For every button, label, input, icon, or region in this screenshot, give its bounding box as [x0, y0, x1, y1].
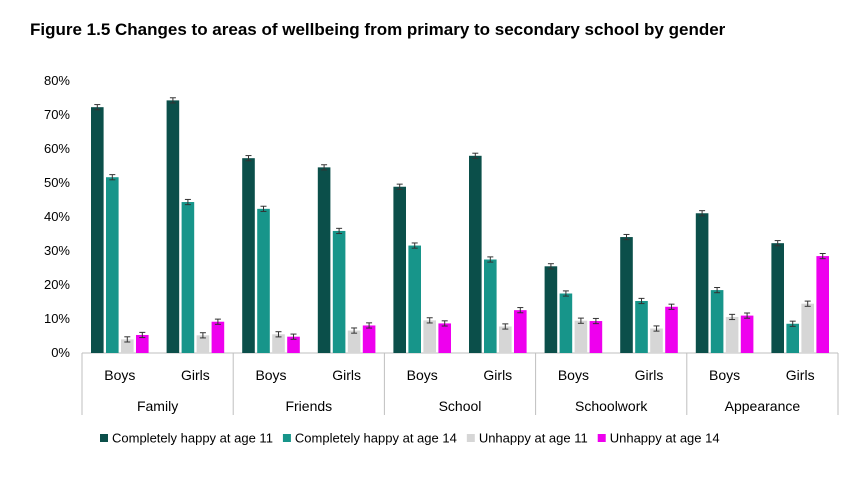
bar	[801, 303, 814, 353]
bar	[725, 316, 739, 353]
bar	[332, 230, 346, 353]
bar	[544, 266, 558, 353]
bar	[574, 320, 588, 353]
sub-category-label: Boys	[709, 367, 740, 383]
bar	[408, 245, 421, 353]
y-tick-label: 0%	[51, 345, 70, 360]
bar	[91, 107, 104, 354]
sub-category-label: Girls	[635, 367, 664, 383]
bar	[272, 334, 285, 353]
bar	[393, 186, 406, 353]
legend-label: Unhappy at age 11	[479, 431, 588, 446]
group-label: Friends	[285, 398, 332, 414]
bar	[695, 213, 709, 353]
bar	[589, 321, 603, 353]
group-label: Family	[137, 398, 178, 414]
bar	[106, 177, 119, 353]
bar	[635, 300, 648, 353]
sub-category-label: Girls	[786, 367, 815, 383]
bar	[499, 326, 512, 353]
bar	[257, 208, 270, 353]
sub-category-label: Boys	[255, 367, 286, 383]
sub-category-label: Girls	[483, 367, 512, 383]
bar	[242, 158, 255, 353]
bar	[710, 290, 724, 353]
bar	[362, 325, 376, 353]
legend-swatch	[282, 434, 291, 442]
group-label: Schoolwork	[575, 398, 648, 414]
sub-category-label: Girls	[332, 367, 361, 383]
y-tick-label: 80%	[44, 73, 70, 88]
bar	[484, 259, 497, 353]
legend-label: Unhappy at age 14	[610, 431, 720, 446]
bar	[121, 339, 134, 353]
bar	[559, 293, 573, 353]
sub-category-label: Boys	[104, 367, 135, 383]
bar	[620, 237, 633, 353]
bar	[166, 100, 180, 353]
bar	[469, 155, 482, 353]
y-tick-label: 40%	[44, 209, 70, 224]
legend-swatch	[100, 434, 108, 442]
sub-category-label: Boys	[558, 367, 589, 383]
legend-label: Completely happy at age 14	[295, 431, 457, 446]
legend-label: Completely happy at age 11	[112, 431, 273, 446]
bar	[317, 167, 331, 353]
bar	[514, 310, 527, 353]
bar	[181, 202, 195, 353]
y-tick-label: 30%	[44, 243, 70, 258]
group-label: School	[439, 398, 482, 414]
bar	[438, 323, 451, 353]
sub-category-label: Girls	[181, 367, 210, 383]
bar	[816, 256, 829, 353]
sub-category-label: Boys	[407, 367, 438, 383]
bar	[786, 323, 799, 353]
bar	[347, 330, 361, 353]
y-tick-label: 60%	[44, 141, 70, 156]
bar	[196, 335, 210, 353]
y-tick-label: 70%	[44, 107, 70, 122]
bar	[665, 306, 678, 353]
group-label: Appearance	[725, 398, 801, 414]
legend-swatch	[466, 434, 475, 442]
bar	[423, 320, 436, 353]
chart-title: Figure 1.5 Changes to areas of wellbeing…	[30, 20, 726, 39]
bar	[287, 336, 300, 353]
bar	[740, 315, 754, 353]
bar	[771, 243, 784, 353]
y-tick-label: 50%	[44, 175, 70, 190]
y-tick-label: 20%	[44, 277, 70, 292]
bar	[650, 328, 663, 353]
bar	[136, 334, 149, 353]
bar	[211, 321, 225, 353]
legend-swatch	[597, 434, 606, 442]
y-tick-label: 10%	[44, 311, 70, 326]
